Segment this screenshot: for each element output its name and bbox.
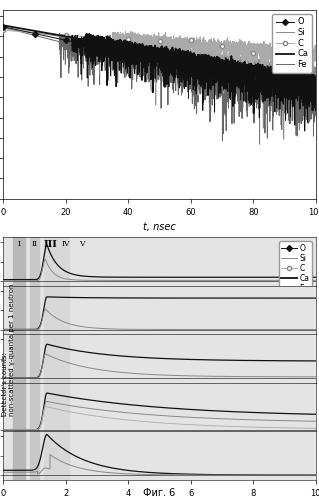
Legend: O, Si, C, Ca, Fe: O, Si, C, Ca, Fe — [272, 14, 312, 72]
Text: II: II — [32, 240, 37, 248]
Bar — [44, 238, 69, 286]
Bar — [12, 383, 25, 432]
Text: IV: IV — [62, 240, 70, 248]
Bar — [44, 383, 69, 432]
Bar — [44, 334, 69, 383]
Bar — [12, 238, 25, 286]
Text: I: I — [17, 240, 20, 248]
Bar — [30, 383, 39, 432]
Bar — [12, 286, 25, 335]
Bar — [44, 286, 69, 335]
Bar — [30, 238, 39, 286]
Bar — [30, 334, 39, 383]
Bar — [30, 432, 39, 480]
Text: III: III — [43, 240, 57, 249]
X-axis label: t, nsec: t, nsec — [143, 222, 176, 232]
Bar — [44, 432, 69, 480]
Text: Фиг. 6: Фиг. 6 — [143, 488, 176, 498]
Bar — [30, 286, 39, 335]
Bar — [12, 432, 25, 480]
Legend: O, Si, C, Ca, Fe: O, Si, C, Ca, Fe — [279, 242, 312, 296]
Text: Detector's counts:
non-scattered γ-quanta per 1 neutron: Detector's counts: non-scattered γ-quant… — [2, 284, 15, 416]
Bar — [12, 334, 25, 383]
Text: V: V — [78, 240, 84, 248]
